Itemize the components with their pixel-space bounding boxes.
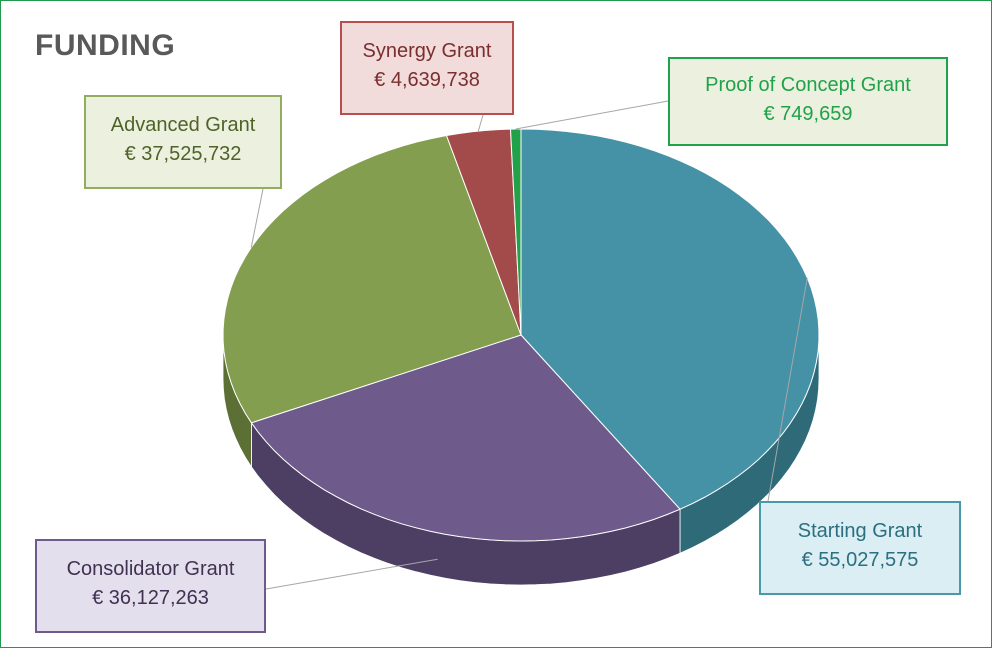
leader-line-proof-of-concept-grant	[515, 100, 669, 130]
chart-title: FUNDING	[35, 29, 176, 62]
slice-value: € 55,027,575	[801, 549, 919, 571]
leader-line-starting-grant	[760, 277, 808, 542]
data-label-consolidator-grant: Consolidator Grant € 36,127,263	[35, 539, 266, 633]
data-label-proof-of-concept-grant: Proof of Concept Grant € 749,659	[668, 57, 948, 146]
leader-line-advanced-grant	[250, 188, 264, 248]
slice-value: € 4,639,738	[374, 69, 480, 91]
slice-name: Synergy Grant	[362, 40, 492, 62]
leader-line-consolidator-grant	[265, 558, 438, 590]
slice-value: € 36,127,263	[92, 587, 209, 609]
slice-name: Starting Grant	[797, 520, 923, 542]
data-label-synergy-grant: Synergy Grant € 4,639,738	[340, 21, 514, 115]
pie-leader-lines	[250, 100, 808, 590]
data-label-advanced-grant: Advanced Grant € 37,525,732	[84, 95, 282, 189]
leader-line-synergy-grant	[477, 114, 484, 132]
pie-slice-synergy-grant	[445, 128, 522, 336]
pie-slices	[222, 128, 820, 542]
data-label-starting-grant: Starting Grant € 55,027,575	[759, 501, 961, 595]
pie-slice-consolidator-grant	[250, 334, 681, 542]
slice-name: Proof of Concept Grant	[705, 74, 911, 96]
slice-value: € 749,659	[763, 103, 853, 125]
slice-value: € 37,525,732	[124, 143, 242, 165]
slice-name: Advanced Grant	[110, 114, 256, 136]
slice-name: Consolidator Grant	[66, 558, 235, 580]
